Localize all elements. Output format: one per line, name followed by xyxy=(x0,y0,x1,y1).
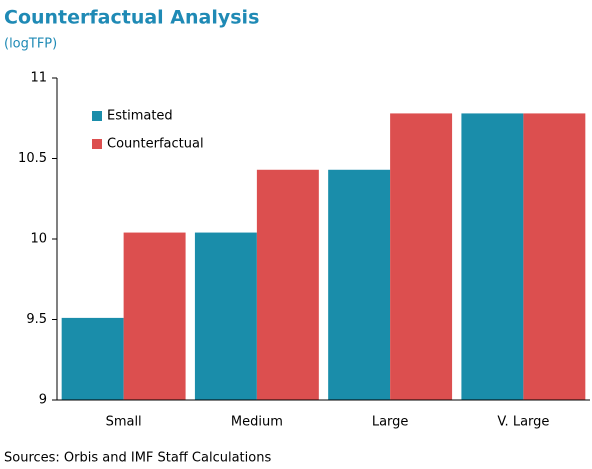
y-tick-label: 9 xyxy=(39,393,47,408)
x-tick-label: Large xyxy=(372,415,409,430)
x-tick-label: V. Large xyxy=(497,415,549,430)
legend-label: Counterfactual xyxy=(107,137,204,152)
chart-subtitle: (logTFP) xyxy=(4,37,57,52)
y-tick-label: 11 xyxy=(30,71,47,86)
bar xyxy=(256,169,319,400)
bar xyxy=(328,169,391,400)
bar xyxy=(123,232,186,400)
bar xyxy=(523,113,586,401)
x-tick-label: Medium xyxy=(231,415,283,430)
x-tick-label: Small xyxy=(106,415,142,430)
bar xyxy=(461,113,524,401)
bar xyxy=(194,232,257,400)
bar xyxy=(61,317,124,400)
source-note: Sources: Orbis and IMF Staff Calculation… xyxy=(4,451,271,466)
legend-label: Estimated xyxy=(107,109,173,124)
legend-swatch xyxy=(92,139,102,149)
y-tick-label: 9.5 xyxy=(26,312,47,327)
bar xyxy=(390,113,453,401)
y-tick-label: 10.5 xyxy=(18,151,47,166)
legend-swatch xyxy=(92,111,102,121)
chart-title: Counterfactual Analysis xyxy=(4,7,259,29)
y-tick-label: 10 xyxy=(30,232,47,247)
